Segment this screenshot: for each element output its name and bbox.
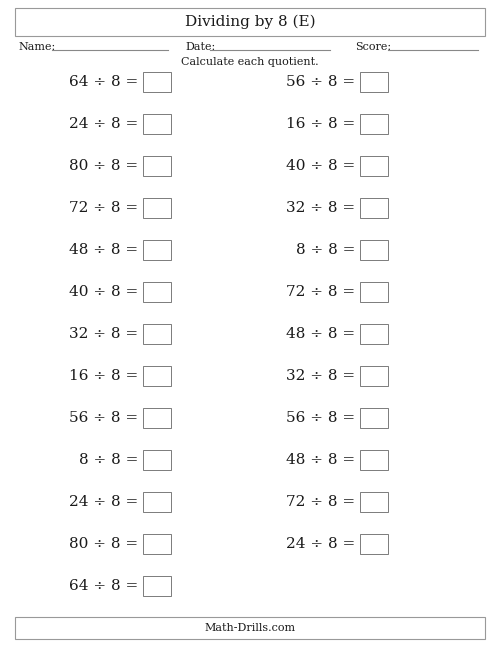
- Bar: [143, 72, 171, 92]
- Text: 48 ÷ 8 =: 48 ÷ 8 =: [286, 327, 355, 341]
- Bar: [143, 534, 171, 554]
- Bar: [360, 366, 388, 386]
- Bar: [15, 617, 485, 639]
- Text: 40 ÷ 8 =: 40 ÷ 8 =: [69, 285, 138, 299]
- Text: 72 ÷ 8 =: 72 ÷ 8 =: [69, 201, 138, 215]
- Text: 8 ÷ 8 =: 8 ÷ 8 =: [78, 453, 138, 467]
- Bar: [143, 492, 171, 512]
- Text: 64 ÷ 8 =: 64 ÷ 8 =: [69, 75, 138, 89]
- Text: 24 ÷ 8 =: 24 ÷ 8 =: [69, 117, 138, 131]
- Bar: [360, 72, 388, 92]
- Bar: [143, 240, 171, 260]
- Text: 72 ÷ 8 =: 72 ÷ 8 =: [286, 285, 355, 299]
- Text: 24 ÷ 8 =: 24 ÷ 8 =: [69, 495, 138, 509]
- Text: 56 ÷ 8 =: 56 ÷ 8 =: [286, 75, 355, 89]
- Bar: [360, 114, 388, 134]
- Text: Calculate each quotient.: Calculate each quotient.: [181, 57, 319, 67]
- Bar: [360, 450, 388, 470]
- Bar: [360, 156, 388, 176]
- Bar: [143, 198, 171, 218]
- Bar: [360, 282, 388, 302]
- Text: 48 ÷ 8 =: 48 ÷ 8 =: [69, 243, 138, 257]
- Text: Dividing by 8 (E): Dividing by 8 (E): [184, 15, 316, 29]
- Text: 64 ÷ 8 =: 64 ÷ 8 =: [69, 579, 138, 593]
- Text: 16 ÷ 8 =: 16 ÷ 8 =: [69, 369, 138, 383]
- Bar: [360, 408, 388, 428]
- Bar: [360, 492, 388, 512]
- Bar: [143, 576, 171, 596]
- Text: 56 ÷ 8 =: 56 ÷ 8 =: [286, 411, 355, 425]
- Text: Date:: Date:: [185, 42, 215, 52]
- Text: 80 ÷ 8 =: 80 ÷ 8 =: [69, 159, 138, 173]
- Text: 48 ÷ 8 =: 48 ÷ 8 =: [286, 453, 355, 467]
- Text: 32 ÷ 8 =: 32 ÷ 8 =: [286, 201, 355, 215]
- Bar: [360, 324, 388, 344]
- Bar: [360, 240, 388, 260]
- Text: 32 ÷ 8 =: 32 ÷ 8 =: [69, 327, 138, 341]
- Text: 16 ÷ 8 =: 16 ÷ 8 =: [286, 117, 355, 131]
- Bar: [143, 324, 171, 344]
- Bar: [360, 534, 388, 554]
- Bar: [15, 8, 485, 36]
- Text: 24 ÷ 8 =: 24 ÷ 8 =: [286, 537, 355, 551]
- Bar: [143, 114, 171, 134]
- Bar: [143, 450, 171, 470]
- Text: 80 ÷ 8 =: 80 ÷ 8 =: [69, 537, 138, 551]
- Text: 32 ÷ 8 =: 32 ÷ 8 =: [286, 369, 355, 383]
- Bar: [360, 198, 388, 218]
- Text: 56 ÷ 8 =: 56 ÷ 8 =: [69, 411, 138, 425]
- Bar: [143, 408, 171, 428]
- Bar: [143, 156, 171, 176]
- Bar: [143, 366, 171, 386]
- Text: Name:: Name:: [18, 42, 55, 52]
- Text: 40 ÷ 8 =: 40 ÷ 8 =: [286, 159, 355, 173]
- Text: 8 ÷ 8 =: 8 ÷ 8 =: [296, 243, 355, 257]
- Text: 72 ÷ 8 =: 72 ÷ 8 =: [286, 495, 355, 509]
- Text: Math-Drills.com: Math-Drills.com: [204, 623, 296, 633]
- Bar: [143, 282, 171, 302]
- Text: Score:: Score:: [355, 42, 391, 52]
